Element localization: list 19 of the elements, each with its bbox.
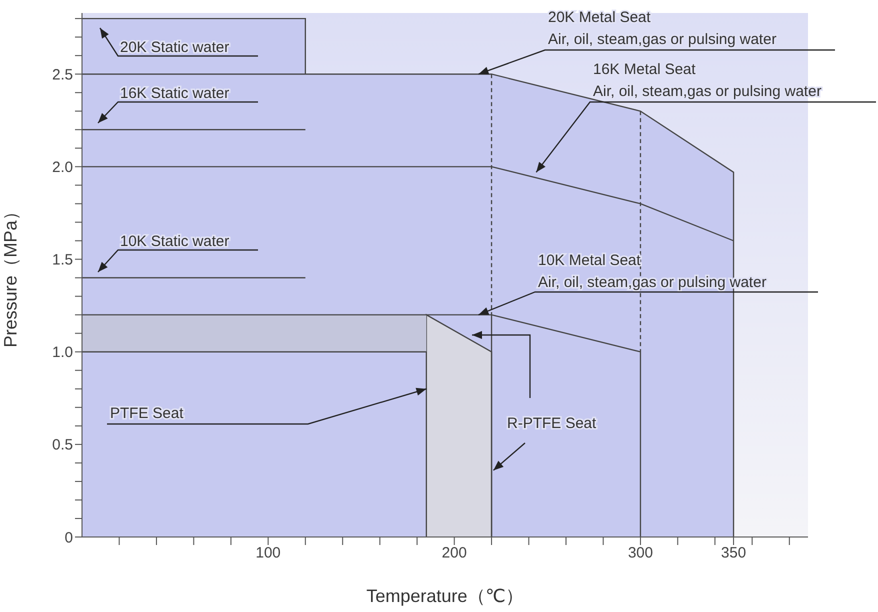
- x-tick-label: 300: [628, 544, 653, 562]
- y-tick-label: 1.5: [52, 252, 73, 269]
- annotation: R-PTFE Seat: [507, 415, 598, 432]
- x-tick-label: 100: [256, 544, 281, 562]
- x-tick-label: 350: [721, 544, 746, 562]
- y-tick-label: 2.5: [52, 66, 73, 84]
- x-axis-title: Temperature（℃）: [366, 586, 524, 606]
- y-tick-label: 2.0: [52, 159, 73, 176]
- annotation: 10K Static water: [120, 233, 230, 250]
- annotation: 16K Static water: [120, 85, 230, 102]
- y-tick-label: 0.5: [52, 436, 73, 454]
- y-axis-title: Pressure（MPa）: [0, 202, 20, 348]
- x-tick-label: 200: [442, 544, 467, 562]
- y-tick-label: 1.0: [52, 344, 73, 362]
- y-tick-label: 0: [64, 529, 73, 546]
- annotation: PTFE Seat: [110, 405, 184, 422]
- annotation: 20K Metal Seat Air, oil, steam,gas or pulsing water: [548, 9, 776, 48]
- annotation: 20K Static water: [120, 39, 230, 56]
- annotation: 16K Metal Seat Air, oil, steam,gas or pulsing water: [593, 61, 822, 100]
